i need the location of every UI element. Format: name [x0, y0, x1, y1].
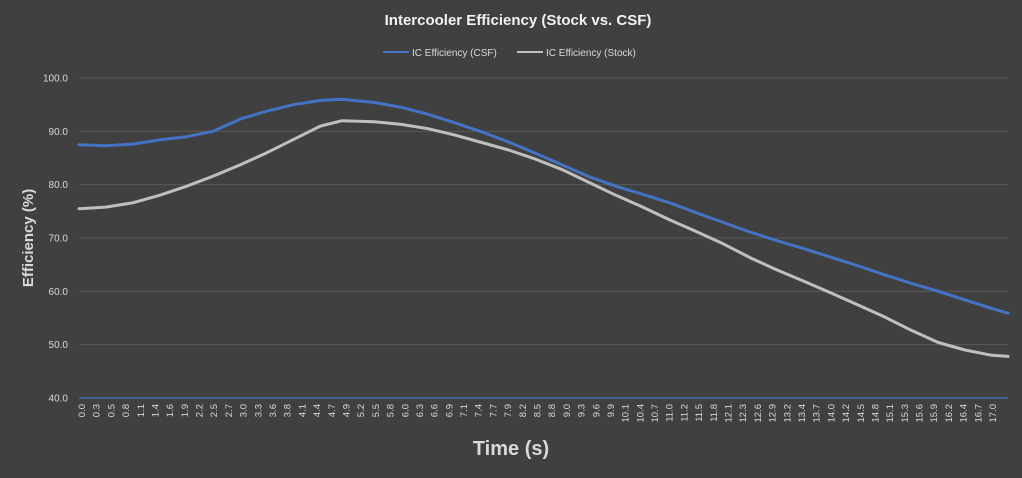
legend: IC Efficiency (CSF) IC Efficiency (Stock… [383, 48, 636, 59]
x-tick-label: 12.1 [724, 404, 735, 423]
x-tick-label: 3.0 [239, 404, 250, 417]
x-tick-label: 16.2 [944, 404, 955, 423]
x-tick-label: 10.7 [650, 404, 661, 423]
x-tick-label: 12.6 [753, 404, 764, 423]
x-tick-label: 1.4 [150, 404, 161, 417]
x-tick-label: 13.2 [782, 404, 793, 423]
y-axis-ticks: 40.0 50.0 60.0 70.0 80.0 90.0 100.0 [43, 74, 68, 405]
x-tick-label: 16.4 [959, 404, 970, 423]
x-tick-label: 11.0 [665, 404, 676, 422]
x-tick-label: 17.0 [988, 404, 999, 423]
x-tick-label: 12.9 [768, 404, 779, 423]
y-tick-label: 80.0 [49, 180, 69, 191]
x-tick-label: 7.4 [474, 404, 485, 417]
x-axis-ticks: 0.0 0.3 0.5 0.8 1.1 1.4 1.6 1.9 2.2 2.5 2.7 3.0 3.3 3… [77, 404, 999, 423]
x-tick-label: 3.3 [253, 404, 264, 417]
x-tick-label: 2.2 [195, 404, 206, 417]
series-lines [77, 97, 1010, 358]
chart-title: Intercooler Efficiency (Stock vs. CSF) [385, 12, 652, 29]
x-tick-label: 6.0 [400, 404, 411, 417]
x-tick-label: 5.5 [371, 404, 382, 417]
x-tick-label: 15.3 [900, 404, 911, 423]
x-tick-label: 15.6 [915, 404, 926, 423]
x-tick-label: 8.2 [518, 404, 529, 417]
x-tick-label: 13.4 [797, 404, 808, 423]
x-tick-label: 0.5 [106, 404, 117, 417]
x-tick-label: 0.0 [77, 404, 88, 417]
x-tick-label: 13.7 [812, 404, 823, 423]
x-tick-label: 5.2 [356, 404, 367, 417]
y-tick-label: 50.0 [49, 340, 69, 351]
x-tick-label: 6.3 [415, 404, 426, 417]
y-tick-label: 60.0 [49, 287, 69, 298]
x-tick-label: 3.6 [268, 404, 279, 417]
x-tick-label: 9.9 [606, 404, 617, 417]
x-tick-label: 10.4 [635, 404, 646, 423]
x-tick-label: 14.8 [870, 404, 881, 423]
series-line-csf [77, 97, 1010, 315]
x-tick-label: 2.7 [224, 404, 235, 417]
x-tick-label: 0.8 [121, 404, 132, 417]
x-tick-label: 4.1 [297, 404, 308, 417]
y-tick-label: 40.0 [49, 394, 69, 405]
x-tick-label: 1.9 [180, 404, 191, 417]
x-tick-label: 10.1 [621, 404, 632, 423]
x-tick-label: 6.6 [430, 404, 441, 417]
legend-label-csf: IC Efficiency (CSF) [412, 48, 497, 59]
x-tick-label: 8.5 [533, 404, 544, 417]
x-tick-label: 14.0 [826, 404, 837, 423]
legend-label-stock: IC Efficiency (Stock) [546, 48, 636, 59]
x-tick-label: 15.9 [929, 404, 940, 423]
y-tick-label: 90.0 [49, 127, 69, 138]
x-tick-label: 11.5 [694, 404, 705, 422]
x-tick-label: 9.0 [562, 404, 573, 417]
x-tick-label: 9.6 [591, 404, 602, 417]
gridlines [79, 77, 1008, 399]
x-tick-label: 4.4 [312, 404, 323, 417]
x-tick-label: 7.7 [488, 404, 499, 417]
x-tick-label: 16.7 [973, 404, 984, 423]
x-tick-label: 3.8 [283, 404, 294, 417]
x-tick-label: 2.5 [209, 404, 220, 417]
x-tick-label: 5.8 [386, 404, 397, 417]
y-tick-label: 100.0 [43, 74, 68, 85]
x-tick-label: 14.2 [841, 404, 852, 423]
y-axis-label: Efficiency (%) [20, 189, 37, 287]
y-tick-label: 70.0 [49, 234, 69, 245]
x-tick-label: 4.9 [341, 404, 352, 417]
x-tick-label: 11.2 [679, 404, 690, 422]
x-tick-label: 1.6 [165, 404, 176, 417]
x-tick-label: 11.8 [709, 404, 720, 422]
x-tick-label: 12.3 [738, 404, 749, 423]
series-line-stock [77, 119, 1010, 358]
x-tick-label: 1.1 [136, 404, 147, 417]
x-tick-label: 8.8 [547, 404, 558, 417]
x-tick-label: 15.1 [885, 404, 896, 423]
x-tick-label: 7.9 [503, 404, 514, 417]
x-tick-label: 0.3 [92, 404, 103, 417]
x-tick-label: 9.3 [577, 404, 588, 417]
x-tick-label: 6.9 [444, 404, 455, 417]
x-tick-label: 14.5 [856, 404, 867, 423]
x-tick-label: 7.1 [459, 404, 470, 417]
x-axis-label: Time (s) [473, 438, 549, 460]
x-tick-label: 4.7 [327, 404, 338, 417]
